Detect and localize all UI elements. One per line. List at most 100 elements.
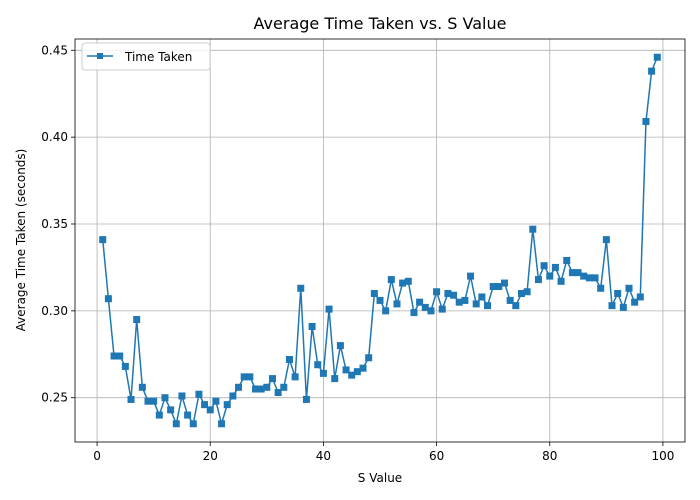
data-point-marker bbox=[591, 274, 599, 282]
data-point-marker bbox=[161, 394, 169, 402]
data-point-marker bbox=[235, 383, 243, 391]
data-point-marker bbox=[512, 302, 520, 310]
data-point-marker bbox=[184, 411, 192, 419]
data-point-marker bbox=[144, 397, 152, 405]
y-tick-label: 0.25 bbox=[41, 391, 68, 405]
data-point-marker bbox=[625, 284, 633, 292]
data-point-marker bbox=[229, 392, 237, 400]
data-point-marker bbox=[495, 283, 503, 291]
legend-marker-sample bbox=[97, 53, 103, 59]
data-point-marker bbox=[201, 401, 209, 409]
data-point-marker bbox=[404, 277, 412, 285]
data-point-marker bbox=[308, 322, 316, 330]
data-point-marker bbox=[421, 303, 429, 311]
data-point-marker bbox=[416, 298, 424, 306]
data-point-marker bbox=[257, 385, 265, 393]
data-point-marker bbox=[500, 279, 508, 287]
data-point-marker bbox=[376, 296, 384, 304]
series-line-layer bbox=[101, 56, 658, 425]
data-point-marker bbox=[240, 373, 248, 381]
data-point-marker bbox=[427, 307, 435, 315]
data-point-marker bbox=[461, 296, 469, 304]
y-tick-label: 0.40 bbox=[41, 130, 68, 144]
data-point-marker bbox=[189, 420, 197, 428]
data-point-marker bbox=[636, 293, 644, 301]
data-point-marker bbox=[529, 225, 537, 233]
y-tick-label: 0.30 bbox=[41, 304, 68, 318]
data-point-marker bbox=[382, 307, 390, 315]
y-tick-label: 0.45 bbox=[41, 43, 68, 57]
data-point-marker bbox=[534, 276, 542, 284]
data-point-marker bbox=[631, 298, 639, 306]
data-point-marker bbox=[133, 316, 141, 324]
data-point-marker bbox=[325, 305, 333, 313]
x-tick-label: 40 bbox=[316, 449, 331, 463]
data-point-marker bbox=[523, 288, 531, 296]
data-point-marker bbox=[268, 375, 276, 383]
data-point-marker bbox=[433, 288, 441, 296]
data-point-marker bbox=[150, 397, 158, 405]
data-point-marker bbox=[608, 302, 616, 310]
data-point-marker bbox=[619, 303, 627, 311]
data-point-marker bbox=[506, 296, 514, 304]
data-point-marker bbox=[551, 263, 559, 271]
y-axis-ticks: 0.25 0.30 0.35 0.40 0.45 bbox=[41, 43, 75, 405]
data-point-marker bbox=[206, 406, 214, 414]
data-point-marker bbox=[387, 276, 395, 284]
data-point-marker bbox=[291, 373, 299, 381]
y-axis-label: Average Time Taken (seconds) bbox=[14, 149, 28, 332]
data-point-marker bbox=[99, 236, 107, 244]
data-point-marker bbox=[110, 352, 118, 360]
legend-box bbox=[81, 42, 211, 71]
data-point-marker bbox=[540, 262, 548, 270]
series-markers bbox=[99, 53, 661, 428]
data-point-marker bbox=[297, 284, 305, 292]
data-point-marker bbox=[393, 300, 401, 308]
legend-label: Time Taken bbox=[124, 50, 192, 64]
data-point-marker bbox=[489, 283, 497, 291]
data-point-marker bbox=[348, 371, 356, 379]
data-point-marker bbox=[585, 274, 593, 282]
grid bbox=[75, 39, 685, 442]
data-point-marker bbox=[410, 309, 418, 317]
data-point-marker bbox=[336, 342, 344, 350]
data-point-marker bbox=[121, 362, 129, 370]
data-point-marker bbox=[614, 289, 622, 297]
data-point-marker bbox=[365, 354, 373, 362]
data-point-marker bbox=[212, 397, 220, 405]
data-point-marker bbox=[116, 352, 124, 360]
data-point-marker bbox=[302, 395, 310, 403]
data-point-marker bbox=[314, 361, 322, 369]
data-point-marker bbox=[178, 392, 186, 400]
data-point-marker bbox=[359, 364, 367, 372]
x-tick-label: 0 bbox=[93, 449, 101, 463]
data-point-marker bbox=[438, 305, 446, 313]
series-line bbox=[101, 56, 658, 425]
data-point-marker bbox=[155, 411, 163, 419]
data-point-marker bbox=[467, 272, 475, 280]
data-point-marker bbox=[127, 395, 135, 403]
x-axis-ticks: 0 20 40 60 80 100 bbox=[93, 442, 674, 463]
data-point-marker bbox=[252, 385, 260, 393]
data-point-marker bbox=[331, 375, 339, 383]
x-tick-label: 60 bbox=[429, 449, 444, 463]
x-tick-label: 100 bbox=[651, 449, 674, 463]
data-point-marker bbox=[597, 284, 605, 292]
data-point-marker bbox=[274, 388, 282, 396]
x-tick-label: 20 bbox=[203, 449, 218, 463]
data-point-marker bbox=[472, 300, 480, 308]
data-point-marker bbox=[580, 272, 588, 280]
data-point-marker bbox=[263, 383, 271, 391]
data-point-marker bbox=[568, 269, 576, 277]
data-point-marker bbox=[246, 373, 254, 381]
data-point-marker bbox=[195, 390, 203, 398]
data-point-marker bbox=[478, 293, 486, 301]
chart-title: Average Time Taken vs. S Value bbox=[254, 14, 507, 33]
y-tick-label: 0.35 bbox=[41, 217, 68, 231]
data-point-marker bbox=[223, 401, 231, 409]
plot-frame bbox=[74, 38, 686, 443]
data-point-marker bbox=[484, 302, 492, 310]
data-point-marker bbox=[342, 366, 350, 374]
